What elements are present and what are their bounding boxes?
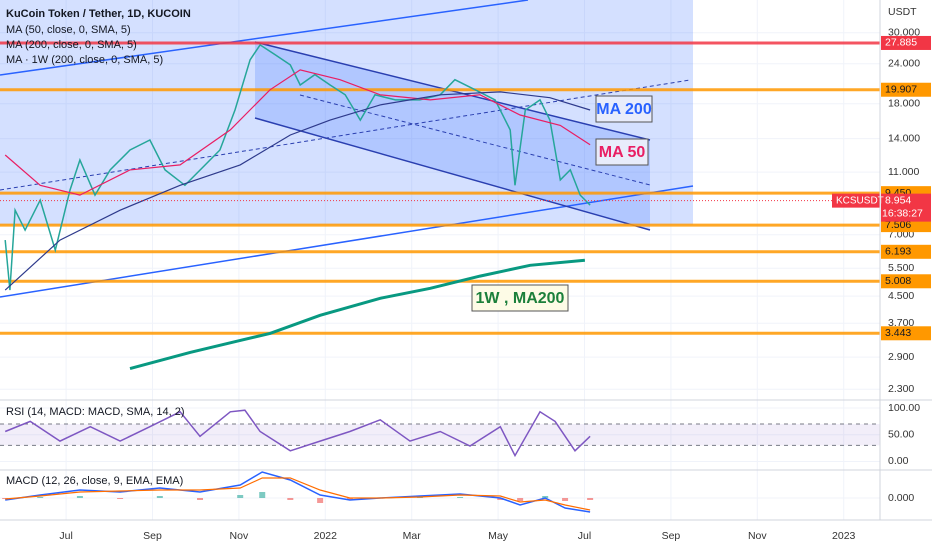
series-line — [129, 258, 586, 371]
y-tick-label: 50.00 — [888, 429, 914, 441]
histogram-bar — [497, 498, 504, 500]
level-label-bg — [881, 244, 931, 259]
x-tick-label: May — [488, 530, 509, 542]
trend-line — [0, 0, 529, 76]
histogram-bar — [76, 496, 83, 498]
annotation-text: 1W , MA200 — [476, 290, 565, 307]
x-tick-label: Sep — [662, 530, 681, 542]
symbol-label-bg — [832, 193, 880, 208]
level-label: 5.008 — [885, 275, 911, 287]
y-tick-label: 14.000 — [888, 132, 920, 144]
price-label: 8.954 — [885, 194, 911, 206]
x-tick-label: Nov — [230, 530, 249, 542]
level-label-bg — [881, 82, 931, 97]
y-tick-label: 2.900 — [888, 351, 914, 363]
series-line — [4, 91, 591, 291]
series-line — [5, 471, 591, 513]
pane-title: MACD (12, 26, close, 9, EMA, EMA) — [6, 475, 183, 487]
x-tick-label: 2023 — [832, 530, 856, 542]
y-tick-label: 0.00 — [888, 455, 909, 467]
histogram-bar — [117, 498, 124, 499]
axis-unit: USDT — [888, 6, 917, 18]
histogram-bar — [542, 496, 549, 498]
x-tick-label: Jul — [59, 530, 72, 542]
series-line — [4, 43, 591, 291]
pane-title: RSI (14, MACD: MACD, SMA, 14, 2) — [6, 406, 184, 418]
dashed-line — [299, 94, 651, 186]
level-label: 6.193 — [885, 246, 911, 258]
y-tick-label: 2.300 — [888, 383, 914, 395]
y-tick-label: 18.000 — [888, 97, 920, 109]
histogram-bar — [587, 498, 594, 500]
level-label-bg — [881, 274, 931, 289]
histogram-bar — [237, 495, 244, 498]
chart-title: KuCoin Token / Tether, 1D, KUCOIN — [6, 8, 191, 20]
annotation-box — [595, 95, 653, 123]
y-tick-label: 24.000 — [888, 58, 920, 70]
rsi-band — [0, 424, 880, 446]
channel-line — [254, 117, 651, 231]
level-label: 27.885 — [885, 37, 917, 49]
series-line — [4, 409, 591, 458]
level-label: 7.506 — [885, 219, 911, 231]
annotation-text: MA 50 — [599, 144, 646, 161]
trend-line — [0, 185, 694, 298]
series-line — [5, 477, 591, 511]
histogram-bar — [317, 498, 324, 503]
histogram-bar — [37, 497, 44, 498]
legend-text: MA · 1W (200, close, 0, SMA, 5) — [6, 54, 163, 66]
dashed-line — [0, 79, 691, 191]
histogram-bar — [259, 492, 266, 498]
histogram-bar — [287, 498, 294, 500]
x-tick-label: Jul — [578, 530, 591, 542]
level-label: 3.443 — [885, 327, 911, 339]
histogram-bar — [156, 496, 163, 498]
y-tick-label: 0.000 — [888, 492, 914, 504]
y-tick-label: 5.500 — [888, 262, 914, 274]
plot — [0, 41, 880, 513]
level-label: 19.907 — [885, 84, 917, 96]
histogram-bar — [457, 497, 464, 498]
y-tick-label: 100.00 — [888, 402, 920, 414]
symbol-label: KCSUSDT — [836, 195, 884, 206]
price-label-bg — [881, 193, 931, 222]
level-label-bg — [881, 326, 931, 341]
histogram-bar — [562, 498, 569, 501]
legend-text: MA (50, close, 0, SMA, 5) — [6, 24, 131, 36]
histogram-bar — [346, 498, 353, 500]
countdown: 16:38:27 — [882, 207, 923, 219]
x-tick-label: Sep — [143, 530, 162, 542]
y-tick-label: 4.500 — [888, 290, 914, 302]
y-tick-label: 3.700 — [888, 317, 914, 329]
x-tick-label: Mar — [403, 530, 422, 542]
series-line — [4, 69, 591, 196]
annotation-box — [471, 284, 569, 312]
x-tick-label: 2022 — [314, 530, 338, 542]
annotation-text: MA 200 — [596, 101, 652, 118]
y-tick-label: 11.000 — [888, 166, 919, 178]
level-label-bg — [881, 35, 931, 50]
y-tick-label: 30.000 — [888, 27, 920, 39]
annotation: MA 200 MA 50 1W , MA200 — [471, 95, 653, 312]
annotation-box — [595, 138, 649, 166]
legend-text: MA (200, close, 0, SMA, 5) — [6, 39, 137, 51]
x-tick-label: Nov — [748, 530, 767, 542]
histogram-bar — [517, 498, 524, 501]
histogram-bar — [197, 498, 204, 500]
